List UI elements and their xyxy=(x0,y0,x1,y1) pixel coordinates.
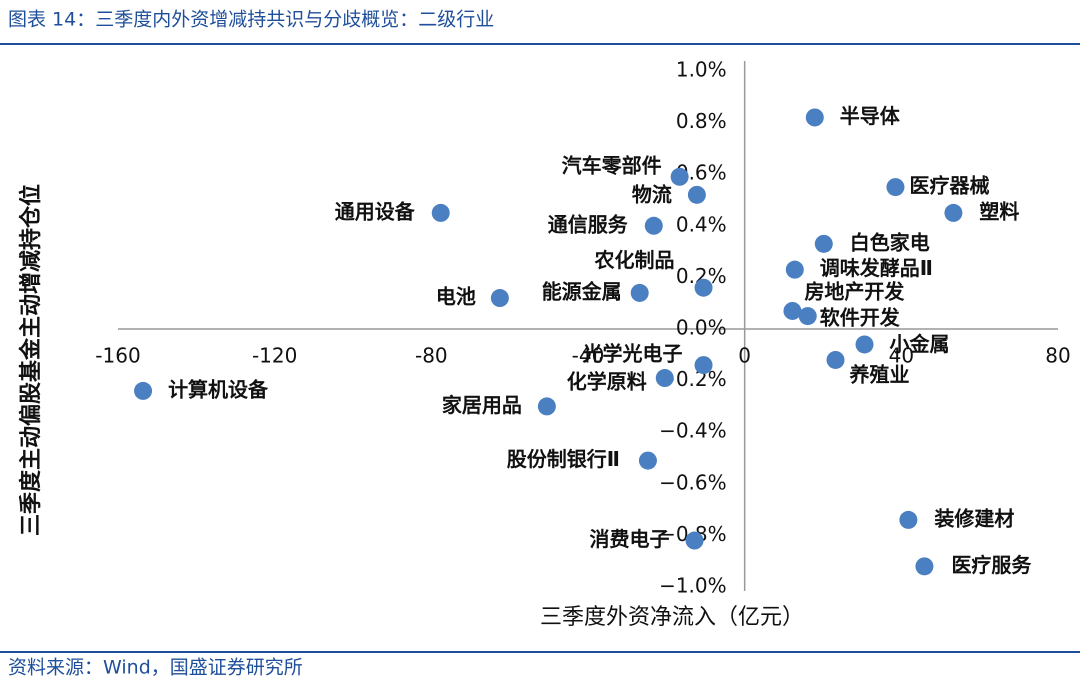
point-label: 房地产开发 xyxy=(804,279,905,303)
point-label: 调味发酵品Ⅱ xyxy=(820,256,933,280)
data-point xyxy=(655,369,674,388)
point-label: 医疗器械 xyxy=(909,174,989,198)
data-point xyxy=(944,203,963,222)
point-label: 白色家电 xyxy=(850,230,930,254)
data-point xyxy=(798,307,817,326)
y-tick-label: −0.6% xyxy=(659,470,727,494)
point-label: 光学光电子 xyxy=(582,342,683,366)
data-point xyxy=(687,185,706,204)
y-tick-label: 0.8% xyxy=(676,109,727,133)
data-point xyxy=(694,278,713,297)
point-label: 计算机设备 xyxy=(168,377,269,401)
point-label: 软件开发 xyxy=(820,306,901,330)
y-axis-title: 三季度主动偏股基金主动增减持仓位 xyxy=(18,184,44,536)
data-point xyxy=(490,289,509,308)
x-tick-label: -80 xyxy=(415,344,448,368)
point-label: 消费电子 xyxy=(590,527,670,551)
point-label: 物流 xyxy=(632,182,672,206)
point-label: 化学原料 xyxy=(567,370,647,394)
point-label: 家居用品 xyxy=(442,393,522,417)
data-point xyxy=(644,216,663,235)
point-label: 能源金属 xyxy=(542,279,622,303)
point-label: 通信服务 xyxy=(548,212,629,236)
point-label: 塑料 xyxy=(979,199,1019,223)
y-tick-label: −0.4% xyxy=(659,419,727,443)
point-label: 电池 xyxy=(436,285,476,309)
data-point xyxy=(855,335,874,354)
data-point xyxy=(630,283,649,302)
x-tick-label: 0 xyxy=(738,344,751,368)
y-tick-label: 1.0% xyxy=(676,58,727,82)
data-point xyxy=(134,381,153,400)
x-tick-label: -40 xyxy=(572,344,605,368)
data-point xyxy=(670,167,689,186)
data-point xyxy=(886,178,905,197)
data-point xyxy=(915,557,934,576)
chart-title: 图表 14：三季度内外资增减持共识与分歧概览：二级行业 xyxy=(8,9,494,31)
x-axis-title: 三季度外资净流入（亿元） xyxy=(540,605,804,630)
data-point xyxy=(826,350,845,369)
data-point xyxy=(805,108,824,127)
data-point xyxy=(431,203,450,222)
point-label: 通用设备 xyxy=(335,199,416,223)
source-note: 资料来源：Wind，国盛证券研究所 xyxy=(8,657,303,679)
point-label: 农化制品 xyxy=(594,248,675,272)
data-point xyxy=(694,356,713,375)
data-point xyxy=(638,451,657,470)
data-point xyxy=(814,234,833,253)
data-point xyxy=(783,301,802,320)
x-tick-label: -120 xyxy=(252,344,297,368)
point-label: 小金属 xyxy=(890,332,950,356)
data-point xyxy=(537,397,556,416)
y-tick-label: 0.0% xyxy=(676,316,727,340)
x-tick-label: 80 xyxy=(1045,344,1070,368)
data-point xyxy=(785,260,804,279)
x-tick-label: -160 xyxy=(95,344,140,368)
point-label: 医疗服务 xyxy=(951,553,1032,577)
x-tick-label: 40 xyxy=(889,344,914,368)
data-point xyxy=(899,510,918,529)
y-tick-label: 0.4% xyxy=(676,212,727,236)
point-label: 汽车零部件 xyxy=(562,153,662,177)
y-tick-label: −1.0% xyxy=(659,574,727,598)
point-label: 养殖业 xyxy=(849,362,910,386)
point-label: 股份制银行Ⅱ xyxy=(507,447,620,471)
point-label: 半导体 xyxy=(840,104,901,128)
point-label: 装修建材 xyxy=(933,506,1014,530)
data-point xyxy=(685,531,704,550)
